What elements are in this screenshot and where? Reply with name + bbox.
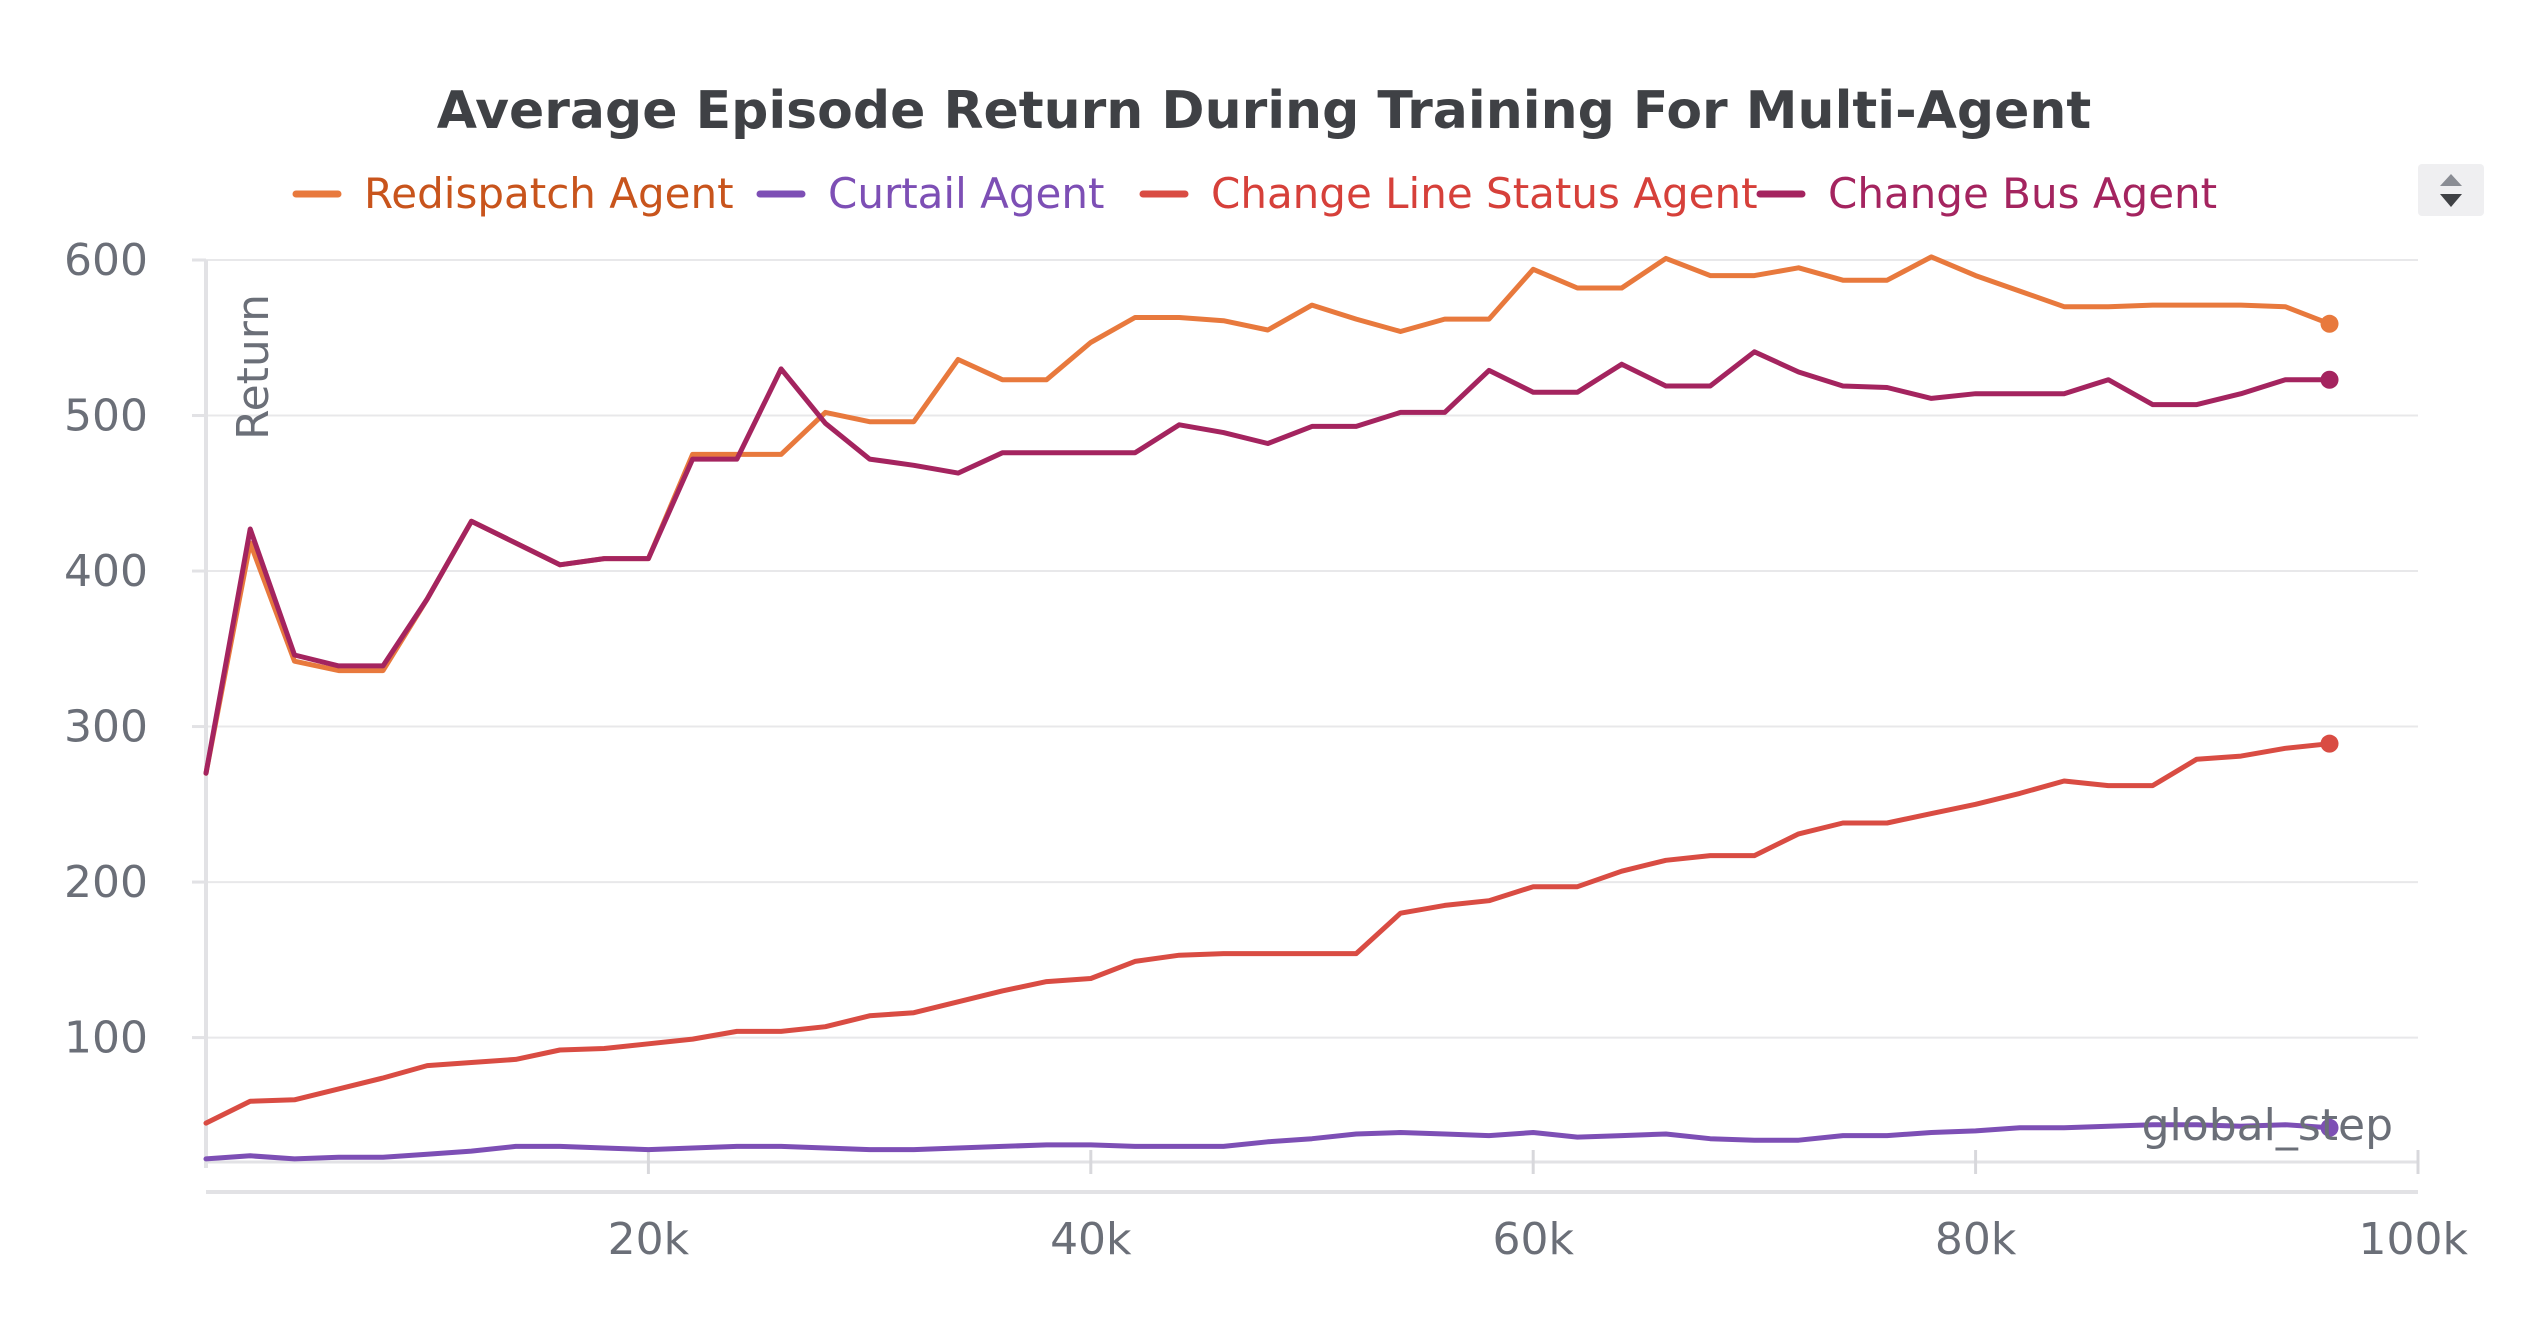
series-line-change-line-status-agent (203, 741, 2332, 1126)
x-tick-label: 60k (1492, 1214, 1574, 1265)
y-axis-ticks: 100 200 300 400 500 600 (64, 235, 206, 1064)
legend[interactable]: Redispatch Agent Curtail Agent Change Line… (292, 169, 2217, 218)
y-axis-label: Return (228, 294, 279, 440)
legend-label-redispatch-agent[interactable]: Redispatch Agent (364, 169, 734, 218)
scroll-up-icon[interactable] (2440, 174, 2462, 186)
y-tick-label: 200 (64, 857, 148, 908)
x-axis-label: global_step (2142, 1100, 2393, 1151)
x-axis-ticks: 20k 40k 60k 80k 100k (608, 1150, 2469, 1265)
y-tick-label: 300 (64, 702, 148, 753)
series-end-point-change-bus-agent (2320, 370, 2339, 389)
x-tick-label: 20k (608, 1214, 690, 1265)
grid-lines (206, 259, 2418, 1039)
y-tick-label: 500 (64, 391, 148, 442)
legend-scroll-background[interactable] (2418, 164, 2484, 216)
chart-title: Average Episode Return During Training F… (437, 81, 2092, 141)
series-lines (203, 254, 2339, 1162)
x-tick-label: 40k (1050, 1214, 1132, 1265)
legend-label-curtail-agent[interactable]: Curtail Agent (828, 169, 1104, 218)
y-tick-label: 400 (64, 546, 148, 597)
series-end-point-change-line-status-agent (2320, 734, 2339, 753)
series-line-change-bus-agent (203, 349, 2332, 776)
x-tick-label: 100k (2359, 1214, 2469, 1265)
series-end-point-curtail-agent (2320, 1118, 2339, 1137)
y-tick-label: 100 (64, 1013, 148, 1064)
x-tick-label: 80k (1935, 1214, 2017, 1265)
y-tick-label: 600 (64, 235, 148, 286)
series-line-curtail-agent (203, 1122, 2332, 1162)
legend-scroll-control[interactable] (2418, 164, 2484, 216)
scroll-down-icon[interactable] (2440, 194, 2462, 207)
legend-label-change-bus-agent[interactable]: Change Bus Agent (1828, 169, 2217, 218)
series-line-redispatch-agent (203, 254, 2332, 776)
series-end-point-redispatch-agent (2320, 314, 2339, 333)
legend-label-change-line-status-agent[interactable]: Change Line Status Agent (1211, 169, 1758, 218)
